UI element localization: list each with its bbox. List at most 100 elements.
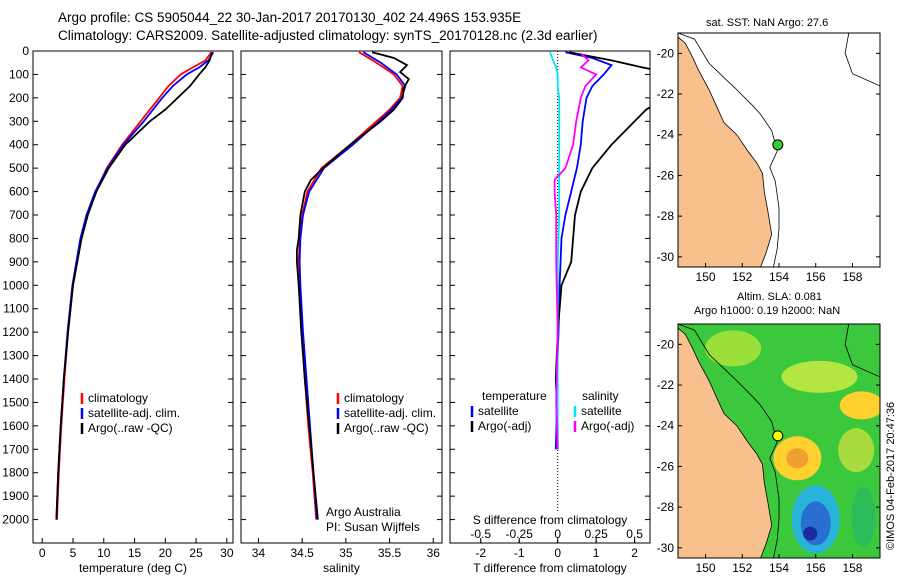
difference-stick-label: 0 [554, 527, 561, 541]
temperature-xtick-label: 25 [189, 546, 203, 560]
sla_map-xtick-label: 152 [732, 561, 752, 575]
difference-xlabel-top: S difference from climatology [473, 513, 628, 527]
difference-legend-header-salinity: salinity [582, 389, 619, 403]
difference-xtick-label: -2 [475, 546, 486, 560]
sla-field-patch [800, 501, 831, 546]
sst_map-reef-outline [844, 33, 880, 87]
temperature-ytick-label: 700 [9, 208, 29, 222]
salinity-xtick-label: 35 [339, 546, 353, 560]
temperature-xtick-label: 5 [70, 546, 77, 560]
figure-title-line2: Climatology: CARS2009. Satellite-adjuste… [58, 28, 598, 43]
temperature-ytick-label: 600 [9, 185, 29, 199]
sla_map-land [678, 327, 773, 558]
sst_map-ytick-label: -30 [657, 250, 675, 264]
difference-stick-label: -0.25 [506, 527, 534, 541]
salinity-xlabel: salinity [323, 561, 360, 575]
temperature-ytick-label: 1100 [3, 302, 29, 316]
difference-legend-temp-label: satellite [478, 404, 519, 418]
sla_map-xtick-label: 150 [696, 561, 716, 575]
difference-xtick-label: 2 [631, 546, 638, 560]
sla_map-ytick-label: -22 [657, 378, 675, 392]
sst_map-ytick-label: -20 [657, 46, 675, 60]
sla-field-patch [705, 330, 762, 367]
salinity-xtick-label: 35.5 [378, 546, 402, 560]
temperature-ytick-label: 100 [9, 67, 29, 81]
difference-xtick-label: 0 [554, 546, 561, 560]
temperature-ytick-label: 1700 [2, 442, 29, 456]
difference-legend-header-temperature: temperature [482, 389, 547, 403]
temperature-series-argo [55, 51, 213, 520]
sla_map-argo-marker [772, 430, 784, 442]
temperature-legend-label: Argo(..raw -QC) [88, 421, 173, 435]
temperature-xtick-label: 30 [220, 546, 234, 560]
figure-title-line1: Argo profile: CS 5905044_22 30-Jan-2017 … [58, 10, 522, 25]
sst_map-xtick-label: 156 [806, 270, 826, 284]
temperature-xlabel: temperature (deg C) [79, 561, 187, 575]
sla-field-patch [839, 391, 880, 420]
salinity-plot-frame [240, 50, 443, 544]
sla_map-reef-outline [844, 324, 880, 378]
salinity-annotation-line2: PI: Susan Wijffels [326, 520, 420, 534]
sla_map-ytick-label: -24 [657, 419, 675, 433]
salinity-xtick-label: 34.5 [290, 546, 314, 560]
temperature-ytick-label: 1200 [2, 325, 29, 339]
temperature-ytick-label: 500 [9, 161, 29, 175]
salinity-annotation-line1: Argo Australia [326, 505, 401, 519]
difference-stick-label: -0.5 [470, 527, 491, 541]
sla_map-xtick-label: 158 [842, 561, 862, 575]
temperature-ytick-label: 400 [9, 138, 29, 152]
sst_map-land [678, 36, 773, 267]
difference-legend-sal-label: satellite [581, 404, 622, 418]
difference-legend-temp-label: Argo(-adj) [478, 419, 531, 433]
sla_map-xtick-label: 156 [806, 561, 826, 575]
credit-text: ©IMOS 04-Feb-2017 20:47:36 [885, 401, 897, 550]
temperature-ytick-label: 300 [9, 114, 29, 128]
temperature-ytick-label: 1900 [2, 489, 29, 503]
temperature-ytick-label: 1800 [2, 466, 29, 480]
sla_map-xtick-label: 154 [769, 561, 789, 575]
temperature-ytick-label: 200 [9, 91, 29, 105]
temperature-legend-label: satellite-adj. clim. [88, 406, 180, 420]
difference-xtick-label: -1 [514, 546, 525, 560]
temperature-ytick-label: 2000 [2, 513, 29, 527]
temperature-ytick-label: 1600 [2, 419, 29, 433]
sla-field-patch [803, 526, 818, 541]
salinity-series-argo [295, 51, 410, 520]
sla_map-ytick-label: -28 [657, 500, 675, 514]
temperature-ytick-label: 1500 [2, 395, 29, 409]
sla-field-patch [786, 448, 809, 469]
salinity-legend-label: Argo(..raw -QC) [344, 421, 429, 435]
difference-plot-frame [449, 50, 651, 544]
sla_map-ytick-label: -20 [657, 337, 675, 351]
sla-map-title: Altim. SLA: 0.081 [737, 291, 822, 303]
sst_map-xtick-label: 150 [696, 270, 716, 284]
sst_map-xtick-label: 152 [732, 270, 752, 284]
sla-field-patch [781, 360, 858, 393]
sst_map-xtick-label: 158 [842, 270, 862, 284]
sla-field-patch [838, 428, 875, 473]
sst_map-ytick-label: -28 [657, 209, 675, 223]
sst_map-ytick-label: -22 [657, 87, 675, 101]
difference-xlabel: T difference from climatology [473, 561, 627, 575]
temperature-ytick-label: 800 [9, 231, 29, 245]
temperature-ytick-label: 1000 [2, 278, 29, 292]
difference-xtick-label: 1 [593, 546, 600, 560]
temperature-plot-frame [32, 50, 234, 544]
temperature-ytick-label: 0 [22, 44, 29, 58]
sst_map-xtick-label: 154 [769, 270, 789, 284]
difference-stick-label: 0.25 [584, 527, 608, 541]
salinity-legend-label: climatology [344, 391, 404, 405]
temperature-xtick-label: 10 [97, 546, 111, 560]
sla-field-patch [851, 487, 876, 548]
sst-map-title: sat. SST: NaN Argo: 27.6 [706, 17, 829, 29]
temperature-xtick-label: 15 [128, 546, 142, 560]
difference-legend-sal-label: Argo(-adj) [581, 419, 634, 433]
temperature-xtick-label: 0 [39, 546, 46, 560]
temperature-xtick-label: 20 [159, 546, 173, 560]
salinity-xtick-label: 34 [252, 546, 266, 560]
sst_map-argo-marker [772, 139, 784, 151]
sst_map-ytick-label: -26 [657, 168, 675, 182]
temperature-legend-label: climatology [88, 391, 148, 405]
sla-map-subtitle: Argo h1000: 0.19 h2000: NaN [694, 305, 841, 317]
